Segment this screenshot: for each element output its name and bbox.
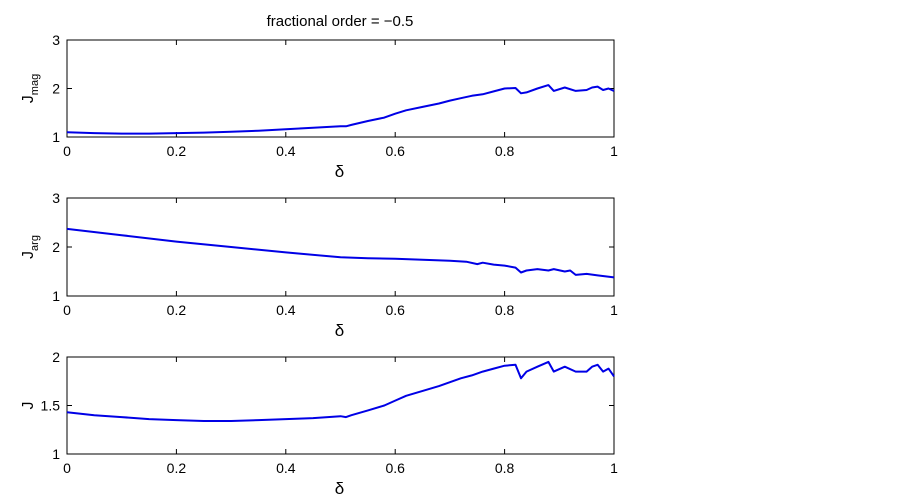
x-tick-label-j: 0 [63, 460, 71, 476]
x-tick-label-j: 0.8 [495, 460, 515, 476]
x-tick-label-jarg: 0.8 [495, 302, 515, 318]
x-tick-label-jmag: 0.6 [385, 143, 405, 159]
series-line-jarg [66, 227, 615, 279]
x-tick-label-j: 0.6 [385, 460, 405, 476]
y-axis-label-j: J [20, 402, 37, 410]
x-tick-label-j: 0.4 [276, 460, 296, 476]
x-tick-label-jmag: 0.2 [167, 143, 187, 159]
y-tick-label-jmag: 1 [52, 129, 60, 145]
y-tick-label-j: 1 [52, 446, 60, 462]
axes-box-jmag [66, 39, 615, 138]
axes-box-jarg [66, 197, 615, 297]
y-axis-label-main-j: J [20, 402, 37, 410]
subplot-jarg: 0 0.2 0.4 0.6 0.8 1 1 2 3 δ Jarg [20, 190, 618, 340]
series-line-jmag [66, 84, 615, 135]
x-tick-label-jmag: 0.8 [495, 143, 515, 159]
x-axis-label-j: δ [335, 479, 344, 498]
y-tick-label-jmag: 3 [52, 32, 60, 48]
y-axis-label-main-jmag: J [20, 95, 37, 103]
y-tick-label-jarg: 2 [52, 239, 60, 255]
y-tick-label-j: 1.5 [41, 398, 61, 414]
y-tick-label-j: 2 [52, 349, 60, 365]
x-axis-label-jmag: δ [335, 162, 344, 181]
x-tick-label-jarg: 1 [610, 302, 618, 318]
y-axis-label-jarg: Jarg [20, 235, 41, 259]
subplot-j: 0 0.2 0.4 0.6 0.8 1 1 1.5 2 δ J [20, 349, 618, 498]
y-tick-label-jarg: 1 [52, 288, 60, 304]
x-tick-label-jarg: 0.6 [385, 302, 405, 318]
x-axis-label-jarg: δ [335, 321, 344, 340]
x-tick-label-jmag: 0.4 [276, 143, 296, 159]
x-tick-label-jmag: 1 [610, 143, 618, 159]
y-tick-label-jarg: 3 [52, 190, 60, 206]
subplot-jmag: 0 0.2 0.4 0.6 0.8 1 1 2 3 δ Jmag [20, 32, 618, 181]
y-axis-label-main-jarg: J [20, 251, 37, 259]
x-tick-label-jarg: 0.4 [276, 302, 296, 318]
y-axis-label-jmag: Jmag [20, 74, 41, 103]
x-tick-label-j: 0.2 [167, 460, 187, 476]
series-line-j [66, 360, 615, 422]
x-tick-label-jmag: 0 [63, 143, 71, 159]
x-tick-label-jarg: 0 [63, 302, 71, 318]
x-tick-label-j: 1 [610, 460, 618, 476]
y-tick-label-jmag: 2 [52, 81, 60, 97]
x-tick-label-jarg: 0.2 [167, 302, 187, 318]
figure-title: fractional order = −0.5 [267, 13, 414, 30]
y-axis-label-sub-jmag: mag [29, 74, 41, 95]
y-axis-label-sub-jarg: arg [29, 235, 41, 251]
axes-box-j [66, 356, 615, 455]
